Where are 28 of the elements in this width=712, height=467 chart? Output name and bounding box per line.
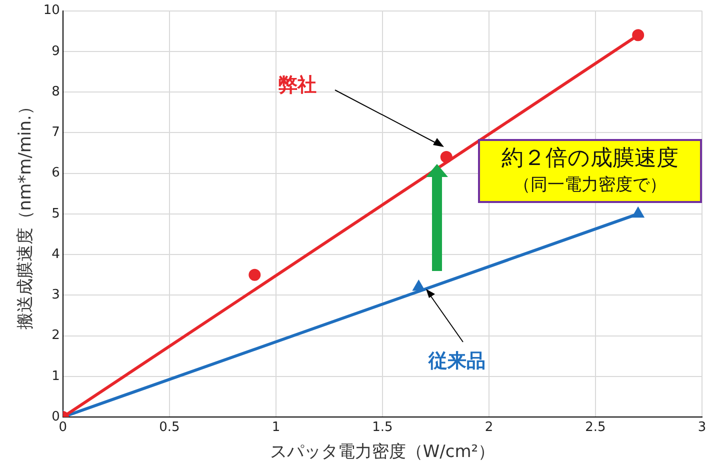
point xyxy=(632,208,644,218)
point xyxy=(632,29,644,42)
text: 弊社 xyxy=(278,74,316,96)
y-tick-label: 0 xyxy=(52,409,60,424)
y-tick-label: 6 xyxy=(52,166,60,181)
y-tick-label: 5 xyxy=(52,206,60,222)
x-tick-label: 3 xyxy=(698,420,706,436)
annotation: （同一電力密度で） xyxy=(512,174,668,196)
x-tick-label: 1 xyxy=(272,420,280,436)
y-axis-title: 搬送成膜速度（nm*m/min.） xyxy=(16,98,36,330)
y-tick-label: 10 xyxy=(43,3,60,18)
x-tick-label: 2.5 xyxy=(585,420,606,436)
text: 従来品 xyxy=(428,350,486,372)
y-tick-label: 8 xyxy=(52,84,60,100)
y-tick-label: 3 xyxy=(52,288,60,303)
x-axis-title: スパッタ電力密度（W/cm²） xyxy=(270,442,496,462)
x-tick-label: 1.5 xyxy=(372,420,393,436)
y-tick-label: 2 xyxy=(52,328,60,344)
point xyxy=(413,281,424,291)
y-tick-label: 4 xyxy=(52,246,60,262)
y-tick-label: 1 xyxy=(52,368,60,384)
y-tick-label: 7 xyxy=(52,125,60,140)
annotation: 約２倍の成膜速度 xyxy=(500,145,680,173)
x-tick-label: 0.5 xyxy=(159,420,180,436)
x-tick-label: 2 xyxy=(484,420,494,436)
point xyxy=(248,268,261,281)
point xyxy=(440,151,452,164)
y-tick-label: 9 xyxy=(52,44,60,59)
